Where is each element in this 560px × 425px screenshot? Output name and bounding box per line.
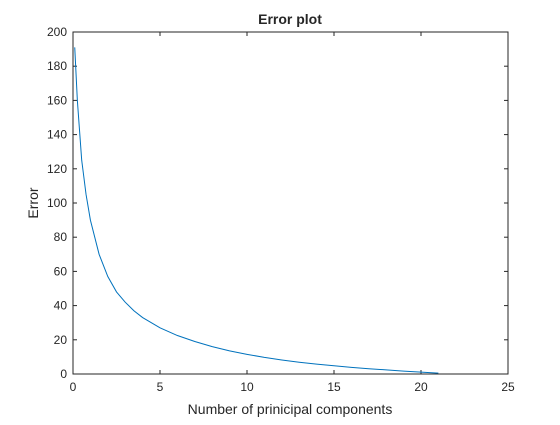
- x-tick-label: 20: [414, 380, 428, 394]
- chart-title: Error plot: [258, 11, 322, 27]
- x-tick-label: 25: [501, 380, 515, 394]
- plot-box: [72, 31, 509, 375]
- y-tick-label: 160: [47, 93, 67, 107]
- x-tick-label: 5: [157, 380, 164, 394]
- axis-tick-labels: 0 5 10 15 20 25 0 20 40 60 80 100 120 140 160 180 200: [47, 25, 515, 394]
- series-layer: [74, 47, 439, 374]
- x-tick-label: 15: [327, 380, 341, 394]
- x-axis-label: Number of prinicipal components: [188, 401, 393, 417]
- y-tick-label: 20: [54, 333, 68, 347]
- plot-area: [73, 32, 508, 374]
- y-tick-label: 140: [47, 128, 67, 142]
- y-axis-label: Error: [25, 187, 41, 218]
- x-tick-label: 0: [70, 380, 77, 394]
- y-tick-label: 60: [54, 264, 68, 278]
- x-tick-label: 10: [240, 380, 254, 394]
- y-tick-label: 180: [47, 59, 67, 73]
- y-tick-label: 80: [54, 230, 68, 244]
- y-tick-label: 40: [54, 299, 68, 313]
- y-tick-label: 0: [60, 367, 67, 381]
- y-tick-label: 200: [47, 25, 67, 39]
- y-tick-label: 120: [47, 162, 67, 176]
- error-series-line: [74, 47, 439, 374]
- y-tick-label: 100: [47, 196, 67, 210]
